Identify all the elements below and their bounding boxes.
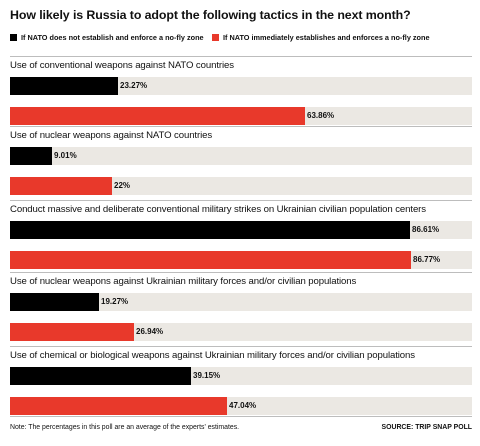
bar-track: 63.86% <box>10 107 472 125</box>
data-label: 86.77% <box>413 255 441 264</box>
legend-swatch-red <box>212 34 219 41</box>
legend-item-no-fly-zone-established: If NATO immediately establishes and enfo… <box>212 33 430 42</box>
bar-no-fly-zone-absent <box>10 77 118 95</box>
bar-track: 39.15% <box>10 367 472 385</box>
data-label: 63.86% <box>307 111 335 120</box>
bar-no-fly-zone-absent <box>10 293 99 311</box>
bar-track: 26.94% <box>10 323 472 341</box>
category-label: Use of chemical or biological weapons ag… <box>10 350 415 361</box>
group-divider <box>10 346 472 347</box>
bar-no-fly-zone-absent <box>10 221 410 239</box>
data-label: 9.01% <box>54 151 77 160</box>
data-label: 86.61% <box>412 225 440 234</box>
bottom-divider <box>10 416 472 417</box>
category-label: Use of conventional weapons against NATO… <box>10 60 234 71</box>
category-label: Use of nuclear weapons against Ukrainian… <box>10 276 357 287</box>
category-label: Conduct massive and deliberate conventio… <box>10 204 426 215</box>
bar-no-fly-zone-established <box>10 323 134 341</box>
group-divider <box>10 126 472 127</box>
bar-group: Use of conventional weapons against NATO… <box>10 60 472 125</box>
bar-group: Use of nuclear weapons against NATO coun… <box>10 130 472 195</box>
bar-no-fly-zone-absent <box>10 367 191 385</box>
data-label: 22% <box>114 181 131 190</box>
bar-no-fly-zone-established <box>10 177 112 195</box>
bar-track: 86.61% <box>10 221 472 239</box>
group-divider <box>10 200 472 201</box>
legend-item-no-fly-zone-absent: If NATO does not establish and enforce a… <box>10 33 204 42</box>
legend-label: If NATO immediately establishes and enfo… <box>223 33 430 42</box>
bar-no-fly-zone-established <box>10 251 411 269</box>
group-divider <box>10 56 472 57</box>
bar-group: Use of nuclear weapons against Ukrainian… <box>10 276 472 341</box>
data-label: 26.94% <box>136 327 164 336</box>
bar-no-fly-zone-established <box>10 397 227 415</box>
bar-group: Conduct massive and deliberate conventio… <box>10 204 472 269</box>
bar-no-fly-zone-established <box>10 107 305 125</box>
data-label: 39.15% <box>193 371 221 380</box>
bar-track: 23.27% <box>10 77 472 95</box>
footer-note: Note: The percentages in this poll are a… <box>10 424 240 431</box>
bar-track: 22% <box>10 177 472 195</box>
data-label: 19.27% <box>101 297 129 306</box>
bar-no-fly-zone-absent <box>10 147 52 165</box>
category-label: Use of nuclear weapons against NATO coun… <box>10 130 213 141</box>
bar-track: 9.01% <box>10 147 472 165</box>
data-label: 47.04% <box>229 401 257 410</box>
bar-track: 47.04% <box>10 397 472 415</box>
bar-track: 86.77% <box>10 251 472 269</box>
chart-title: How likely is Russia to adopt the follow… <box>10 8 411 22</box>
data-label: 23.27% <box>120 81 148 90</box>
legend-swatch-black <box>10 34 17 41</box>
group-divider <box>10 272 472 273</box>
bar-track: 19.27% <box>10 293 472 311</box>
bar-group: Use of chemical or biological weapons ag… <box>10 350 472 415</box>
legend-label: If NATO does not establish and enforce a… <box>21 33 204 42</box>
footer-source: SOURCE: TRIP SNAP POLL <box>381 424 472 431</box>
